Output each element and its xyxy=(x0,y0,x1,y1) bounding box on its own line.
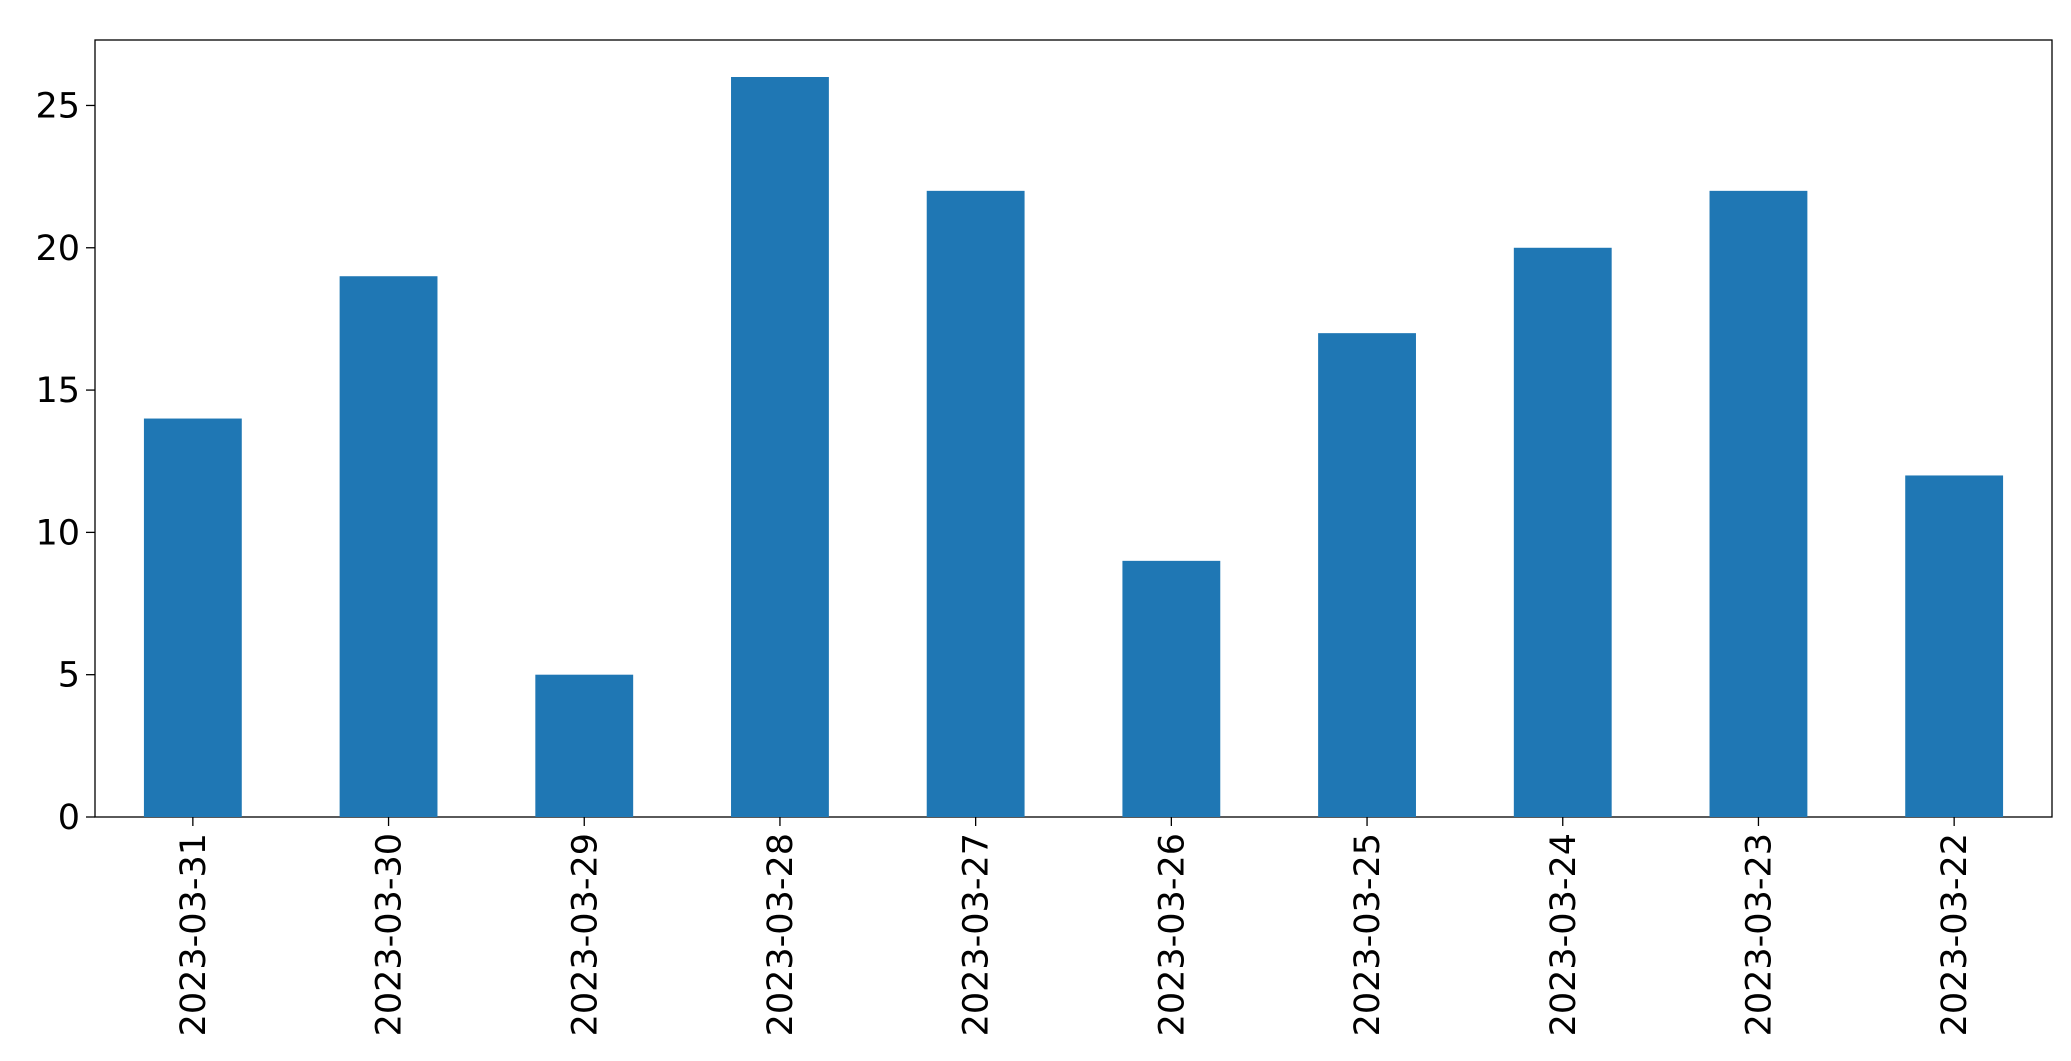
bar xyxy=(1905,475,2004,817)
bar xyxy=(1709,190,1808,817)
bar xyxy=(1318,333,1416,817)
x-tick-label: 2023-03-27 xyxy=(957,833,997,1036)
y-tick-label: 10 xyxy=(35,513,80,553)
y-tick-label: 5 xyxy=(58,656,80,696)
bar xyxy=(731,77,829,817)
x-tick-label: 2023-03-30 xyxy=(370,833,410,1036)
y-tick-label: 20 xyxy=(35,229,80,269)
x-tick-label: 2023-03-24 xyxy=(1544,833,1584,1036)
bar xyxy=(535,674,634,817)
y-tick-label: 0 xyxy=(58,798,80,838)
x-tick-label: 2023-03-26 xyxy=(1152,833,1192,1036)
y-tick-label: 25 xyxy=(35,86,80,126)
x-tick-label: 2023-03-23 xyxy=(1739,833,1779,1036)
x-tick-label: 2023-03-25 xyxy=(1348,833,1388,1036)
plot-frame xyxy=(94,39,2053,818)
x-tick-label: 2023-03-28 xyxy=(761,833,801,1036)
bar xyxy=(143,418,242,817)
bar xyxy=(1513,247,1612,817)
bar xyxy=(1122,560,1221,817)
x-tick-label: 2023-03-29 xyxy=(565,833,605,1036)
x-tick-label: 2023-03-31 xyxy=(174,833,214,1036)
bar xyxy=(339,276,438,817)
y-tick-label: 15 xyxy=(35,371,80,411)
bar xyxy=(926,190,1025,817)
x-tick-label: 2023-03-22 xyxy=(1935,833,1975,1036)
